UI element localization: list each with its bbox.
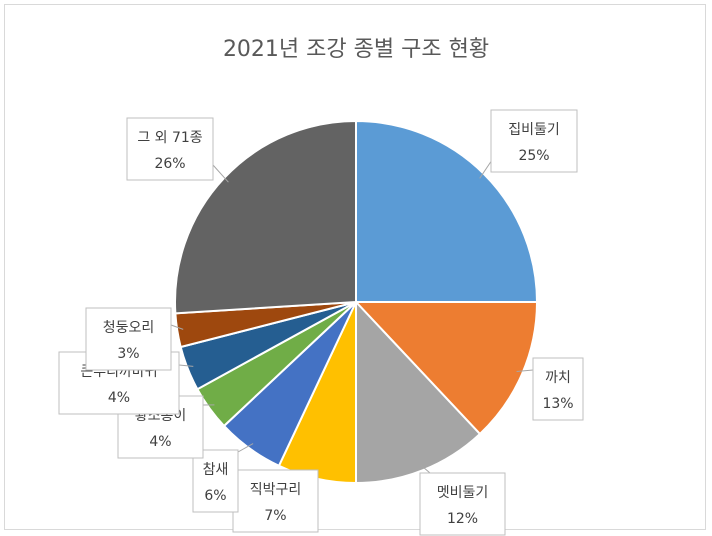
leader-lines [170,159,534,474]
data-label: 멧비둘기 12% [419,472,506,536]
data-label-category: 집비둘기 [508,122,560,138]
data-label-percent: 13% [542,396,573,412]
leader-line [170,324,184,330]
data-label-percent: 4% [149,434,171,450]
data-label-category: 까치 [545,370,571,386]
data-label-box [126,117,214,181]
leader-line [479,159,493,179]
data-label-percent: 25% [518,148,549,164]
data-label-percent: 4% [108,390,130,406]
data-label-percent: 7% [264,508,286,524]
data-label-percent: 26% [154,156,185,172]
leader-line [420,464,431,474]
data-labels: 집비둘기25%까치13%멧비둘기12%직박구리7%참새6%황조롱이4%큰부리까마… [58,109,584,536]
pie-slices [174,119,539,485]
data-label-box [419,472,506,536]
leader-line [516,369,534,372]
data-label-category: 멧비둘기 [437,485,489,501]
chart-title: 2021년 조강 종별 구조 현황 [223,37,489,62]
pie-slice [355,119,539,303]
data-label-category: 참새 [203,462,229,478]
data-label-box [232,469,319,533]
data-label: 그 외 71종 26% [126,117,214,181]
data-label: 까치 13% [532,357,584,421]
data-label: 참새 6% [192,449,239,513]
data-label-box [532,357,584,421]
data-label-percent: 3% [117,346,139,362]
leader-line [212,164,229,183]
data-label-box [490,109,578,173]
data-label-category: 직박구리 [250,482,302,498]
data-label-box [192,449,239,513]
data-label-box [85,307,172,371]
leader-line [178,364,194,367]
data-label: 직박구리 7% [232,469,319,533]
pie-slice [353,301,539,436]
data-label-percent: 12% [447,511,478,527]
leader-line [237,443,254,453]
data-label-percent: 6% [204,488,226,504]
data-label-category: 청둥오리 [103,320,155,336]
data-label: 집비둘기 25% [490,109,578,173]
data-label-category: 그 외 71종 [137,130,202,146]
data-label: 청둥오리 3% [85,307,172,371]
pie-slice [355,299,482,485]
